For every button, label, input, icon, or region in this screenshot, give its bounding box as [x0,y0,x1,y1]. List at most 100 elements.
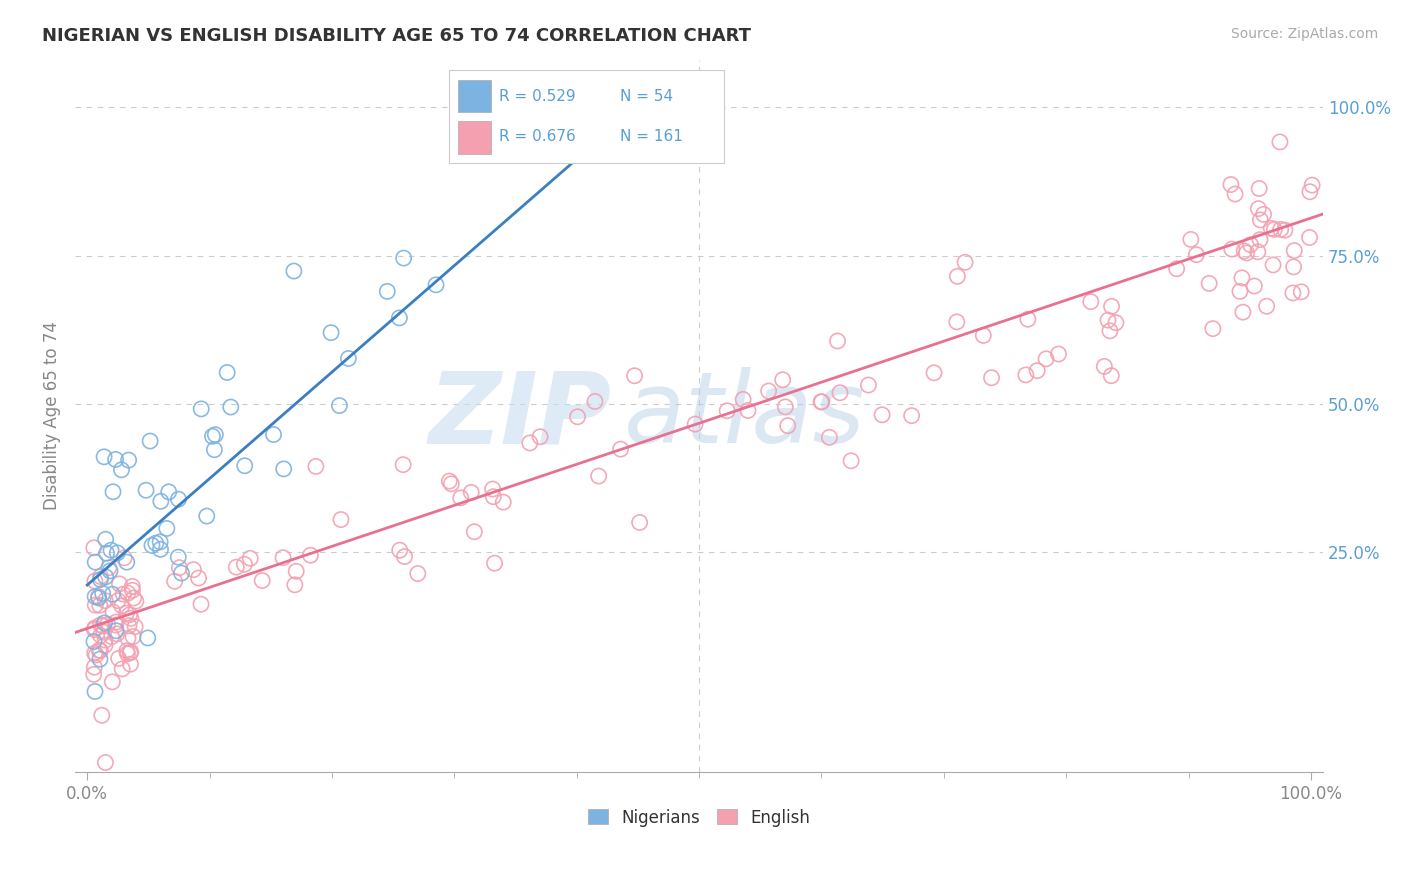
Point [828,385,851,400]
Point [392,458,415,472]
Point [163,574,186,589]
Point [117,647,139,661]
Point [156,521,179,535]
Point [125,594,148,608]
Point [91,586,114,600]
Point [83,574,105,588]
Point [135,483,157,498]
Point [201,429,224,443]
Point [623,368,645,383]
Y-axis label: Disability Age 65 to 74: Disability Age 65 to 74 [44,321,60,510]
Point [90,708,112,723]
Point [330,512,353,526]
Point [1268,135,1291,149]
Point [810,395,832,409]
Point [439,474,461,488]
Point [1099,368,1122,383]
Point [406,566,429,581]
Point [953,255,976,269]
Point [758,384,780,398]
Point [112,550,135,565]
Point [1298,230,1320,244]
Point [167,550,190,565]
Point [567,409,589,424]
Point [107,593,129,607]
Point [1105,316,1128,330]
Point [1219,178,1241,192]
Point [1301,178,1323,193]
Point [1026,364,1049,378]
Point [1243,279,1265,293]
Point [101,484,124,499]
Point [87,590,110,604]
Point [94,533,117,547]
Point [1230,271,1253,285]
Point [375,285,398,299]
Point [1239,237,1261,252]
Point [149,542,172,557]
Point [1289,285,1312,299]
Point [1202,321,1225,335]
Point [1249,213,1271,227]
Point [149,494,172,508]
Point [484,556,506,570]
Point [1247,202,1270,216]
Point [450,491,472,505]
Point [170,566,193,580]
Point [115,644,138,658]
Point [90,569,112,583]
Point [104,452,127,467]
Point [111,599,134,613]
Point [1249,233,1271,247]
Point [394,549,416,564]
Point [529,430,551,444]
Point [1247,244,1270,259]
Point [481,482,503,496]
Point [440,476,463,491]
Point [1180,232,1202,246]
Point [89,643,111,657]
Point [84,590,107,604]
Point [136,631,159,645]
Point [980,370,1002,384]
Text: atlas: atlas [624,368,866,465]
Point [94,593,117,607]
Point [139,434,162,448]
Point [190,597,212,611]
Point [104,618,127,632]
Point [285,564,308,578]
Point [1101,299,1123,313]
Point [839,454,862,468]
Point [157,484,180,499]
Point [122,630,145,644]
Point [84,648,107,662]
Point [89,652,111,666]
Point [1256,299,1278,313]
Point [100,543,122,558]
Point [83,623,105,637]
Point [305,459,328,474]
Point [1229,285,1251,299]
Text: ZIP: ZIP [429,368,612,465]
Point [250,574,273,588]
Point [299,548,322,562]
Point [83,660,105,674]
Point [101,587,124,601]
Point [733,392,755,407]
Point [900,409,922,423]
Point [1035,351,1057,366]
Point [775,400,797,414]
Point [141,539,163,553]
Point [810,394,832,409]
Point [107,651,129,665]
Point [108,577,131,591]
Point [105,615,128,629]
Point [609,442,631,457]
Point [187,571,209,585]
Point [1299,185,1322,199]
Point [337,351,360,366]
Point [1274,223,1296,237]
Point [101,605,124,619]
Point [120,657,142,672]
Point [90,617,112,632]
